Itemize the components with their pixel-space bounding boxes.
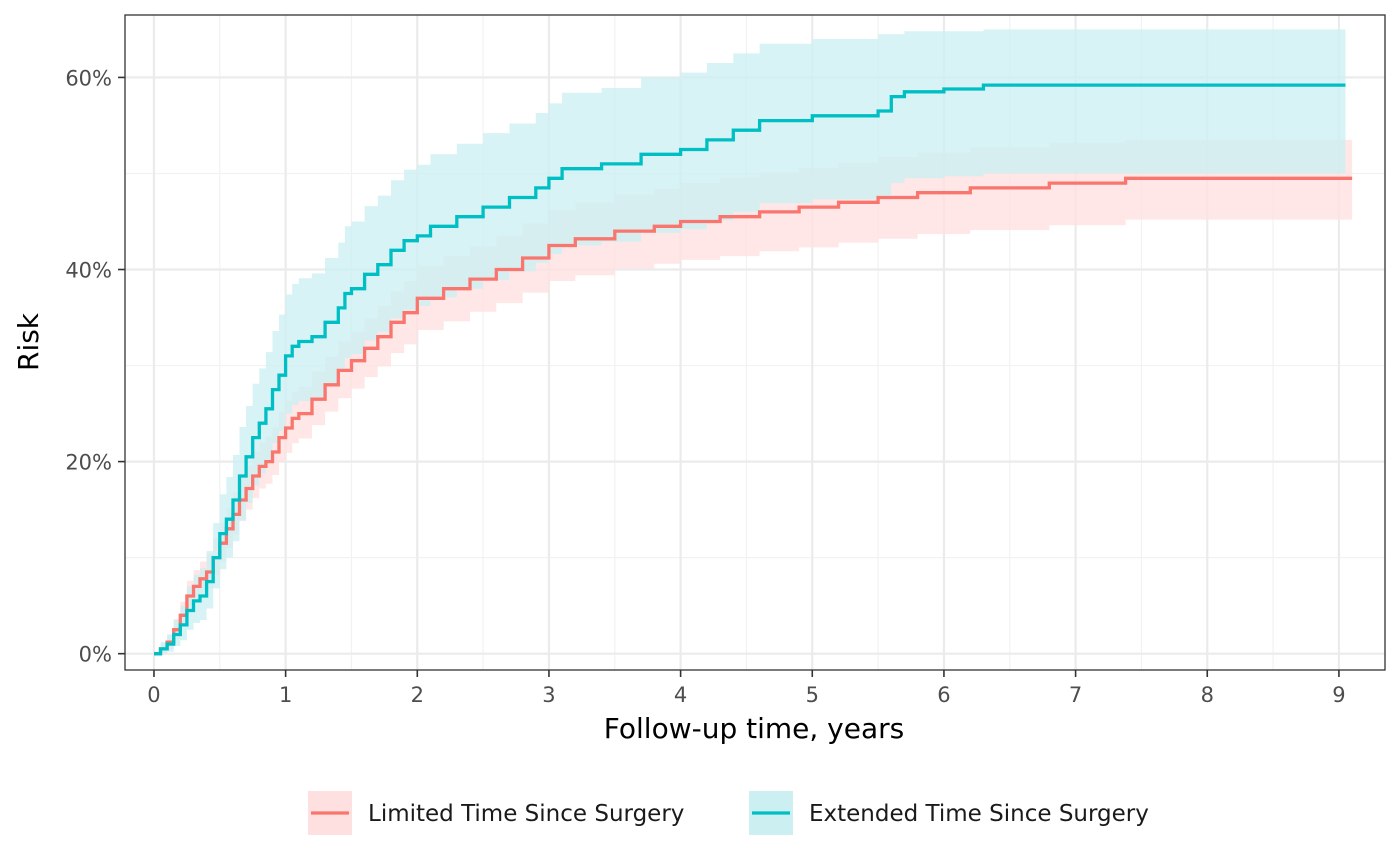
risk-line-series-2 xyxy=(154,83,1346,656)
legend-label: Limited Time Since Surgery xyxy=(368,801,684,827)
x-tick-label: 9 xyxy=(1332,683,1345,707)
x-tick-label: 0 xyxy=(147,683,160,707)
x-tick-label: 2 xyxy=(411,683,424,707)
risk-lines xyxy=(154,83,1353,656)
x-tick-label: 7 xyxy=(1069,683,1082,707)
y-tick-label: 0% xyxy=(79,643,112,667)
x-axis-title: Follow-up time, years xyxy=(604,712,904,745)
x-tick-label: 6 xyxy=(937,683,950,707)
x-tick-label: 5 xyxy=(806,683,819,707)
x-tick-label: 8 xyxy=(1201,683,1214,707)
y-tick-label: 40% xyxy=(65,259,112,283)
legend-item-series-2: Extended Time Since Surgery xyxy=(749,791,1149,835)
legend-item-series-1: Limited Time Since Surgery xyxy=(308,791,684,835)
plot-area xyxy=(124,14,1386,671)
risk-line-series-1 xyxy=(154,176,1353,656)
y-tick-label: 60% xyxy=(65,66,112,90)
confidence-bands xyxy=(154,29,1353,654)
legend-label: Extended Time Since Surgery xyxy=(809,801,1149,827)
y-axis: 0% 20% 40% 60% xyxy=(65,66,125,667)
panel-border xyxy=(124,14,1386,671)
y-axis-title: Risk xyxy=(12,312,45,371)
x-axis: 0 1 2 3 4 5 6 7 8 9 xyxy=(147,670,1346,707)
x-tick-label: 3 xyxy=(542,683,555,707)
ci-band-series-2 xyxy=(154,29,1346,654)
legend: Limited Time Since Surgery Extended Time … xyxy=(308,791,1149,835)
x-tick-label: 1 xyxy=(279,683,292,707)
x-tick-label: 4 xyxy=(674,683,687,707)
y-tick-label: 20% xyxy=(65,451,112,475)
